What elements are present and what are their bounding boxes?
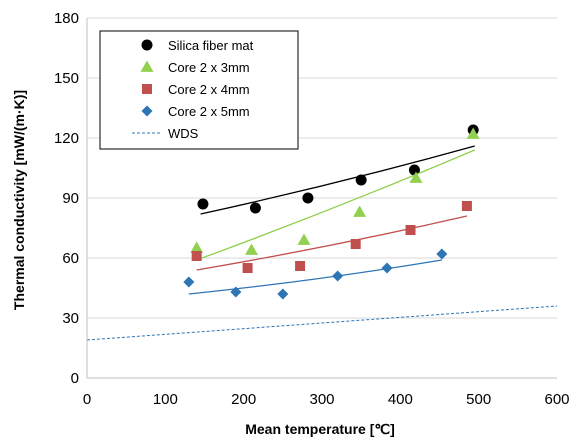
- y-tick-label: 90: [62, 190, 79, 207]
- trend-line: [196, 149, 476, 261]
- data-point: [302, 192, 314, 204]
- trend-line: [188, 259, 442, 295]
- series-line: [86, 305, 558, 341]
- data-point: [191, 251, 202, 261]
- legend-box: [99, 30, 299, 150]
- y-tick-label: 180: [54, 10, 79, 27]
- data-point: [295, 261, 306, 271]
- legend-swatch: [140, 60, 154, 72]
- data-point: [381, 262, 393, 274]
- trend-line: [196, 215, 468, 271]
- legend-label: Silica fiber mat: [168, 38, 254, 53]
- data-point: [242, 263, 253, 273]
- legend-label: Core 2 x 3mm: [168, 60, 250, 75]
- x-tick-label: 100: [153, 391, 178, 408]
- legend-label: Core 2 x 5mm: [168, 104, 250, 119]
- series-wds: [86, 305, 558, 341]
- data-point: [408, 164, 420, 176]
- legend-label: WDS: [168, 126, 199, 141]
- data-point: [409, 171, 423, 183]
- axes: [86, 18, 557, 379]
- x-tick-label: 300: [309, 391, 334, 408]
- y-tick-label: 120: [54, 130, 79, 147]
- x-tick-label: 500: [466, 391, 491, 408]
- legend-label: Core 2 x 4mm: [168, 82, 250, 97]
- tick-labels: 0 30 60 90 120 150 180 0 100 200 300 400 500 600: [54, 10, 570, 408]
- data-point: [332, 270, 344, 282]
- data-point: [466, 127, 480, 139]
- series-core-2-x-4mm: [191, 201, 472, 273]
- y-tick-label: 30: [62, 310, 79, 327]
- x-axis-title: Mean temperature [℃]: [245, 421, 395, 437]
- trend-line: [200, 145, 475, 215]
- data-point: [297, 233, 311, 245]
- legend-swatch: [142, 84, 152, 94]
- data-point: [245, 243, 258, 255]
- legend-swatch: [141, 39, 153, 51]
- data-point: [461, 201, 472, 211]
- x-tick-label: 600: [544, 391, 569, 408]
- x-tick-label: 0: [83, 391, 91, 408]
- data-point: [183, 276, 195, 288]
- x-tick-label: 400: [388, 391, 413, 408]
- series-layer: [86, 124, 558, 341]
- legend-swatch: [141, 105, 153, 117]
- data-point: [190, 241, 204, 253]
- data-point: [197, 198, 209, 210]
- y-axis-title: Thermal conductivity [mW/(m·K)]: [11, 90, 27, 310]
- data-point: [350, 239, 361, 249]
- legend: Silica fiber mat Core 2 x 3mm Core 2 x 4mm…: [99, 30, 299, 150]
- x-tick-label: 200: [231, 391, 256, 408]
- data-point: [353, 205, 367, 217]
- data-point: [405, 225, 416, 235]
- y-tick-label: 60: [62, 250, 79, 267]
- data-point: [355, 174, 367, 186]
- data-point: [230, 286, 242, 298]
- y-tick-label: 0: [71, 370, 79, 387]
- series-core-2-x-5mm: [183, 248, 448, 300]
- data-point: [436, 248, 448, 260]
- y-tick-label: 150: [54, 70, 79, 87]
- data-point: [249, 202, 261, 214]
- data-point: [277, 288, 289, 300]
- series-core-2-x-3mm: [190, 127, 480, 261]
